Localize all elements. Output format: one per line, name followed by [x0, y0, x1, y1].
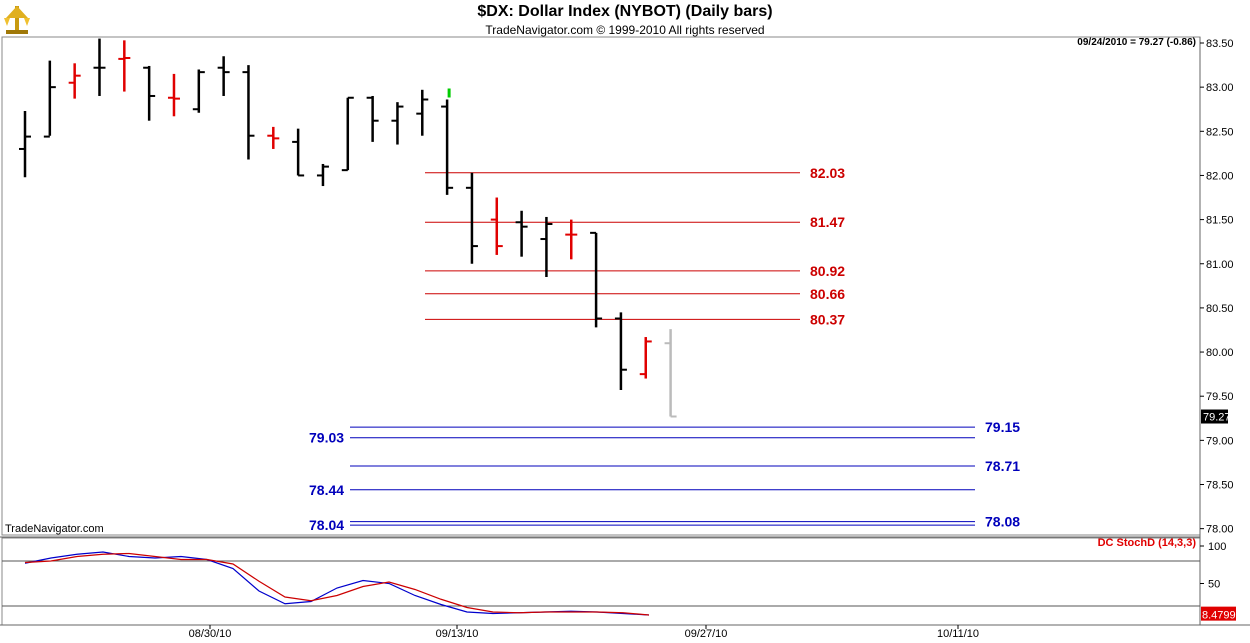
stochastic-label: DC StochD (14,3,3) — [1097, 537, 1196, 549]
price-tick-label: 81.00 — [1206, 259, 1234, 271]
level-label: 78.04 — [309, 517, 344, 533]
date-tick-label: 10/11/10 — [937, 628, 979, 640]
last-price-label: 79.27 — [1203, 412, 1231, 424]
level-label: 80.66 — [810, 286, 845, 302]
price-panel-frame — [1, 36, 1201, 536]
price-tick-label: 82.50 — [1206, 126, 1234, 138]
level-label: 79.03 — [309, 430, 344, 446]
stochastic-last-label: 8.4799 — [1202, 610, 1236, 622]
date-tick-label: 09/27/10 — [685, 628, 728, 640]
price-tick-label: 81.50 — [1206, 215, 1234, 227]
watermark: TradeNavigator.com — [5, 523, 104, 535]
last-price-tag — [1201, 409, 1228, 424]
date-tick-label: 09/13/10 — [436, 628, 479, 640]
price-tick-label: 78.50 — [1206, 480, 1234, 492]
level-label: 79.15 — [985, 419, 1020, 435]
copyright-subtitle: TradeNavigator.com © 1999-2010 All right… — [485, 23, 765, 37]
stochastic-tick-label: 100 — [1208, 541, 1226, 553]
price-tick-label: 83.00 — [1206, 82, 1234, 94]
level-label: 80.92 — [810, 263, 845, 279]
tradenavigator-logo-icon — [2, 4, 32, 36]
stochastic-last-tag — [1201, 606, 1236, 621]
level-label: 81.47 — [810, 214, 845, 230]
price-tick-label: 79.50 — [1206, 391, 1234, 403]
level-label: 78.08 — [985, 514, 1020, 530]
price-tick-label: 82.00 — [1206, 170, 1234, 182]
date-tick-label: 08/30/10 — [189, 628, 232, 640]
price-tick-label: 83.50 — [1206, 38, 1234, 50]
level-label: 78.71 — [985, 458, 1020, 474]
level-label: 78.44 — [309, 482, 344, 498]
stochastic-tick-label: 50 — [1208, 579, 1220, 591]
level-label: 82.03 — [810, 165, 845, 181]
last-quote: 09/24/2010 = 79.27 (-0.86) — [1077, 37, 1196, 48]
stochastic-line-d — [24, 552, 650, 616]
price-tick-label: 80.00 — [1206, 347, 1234, 359]
price-tick-label: 79.00 — [1206, 435, 1234, 447]
price-tick-label: 80.50 — [1206, 303, 1234, 315]
chart-title: $DX: Dollar Index (NYBOT) (Daily bars) — [477, 3, 773, 20]
price-tick-label: 78.00 — [1206, 524, 1234, 536]
level-label: 80.37 — [810, 311, 845, 327]
